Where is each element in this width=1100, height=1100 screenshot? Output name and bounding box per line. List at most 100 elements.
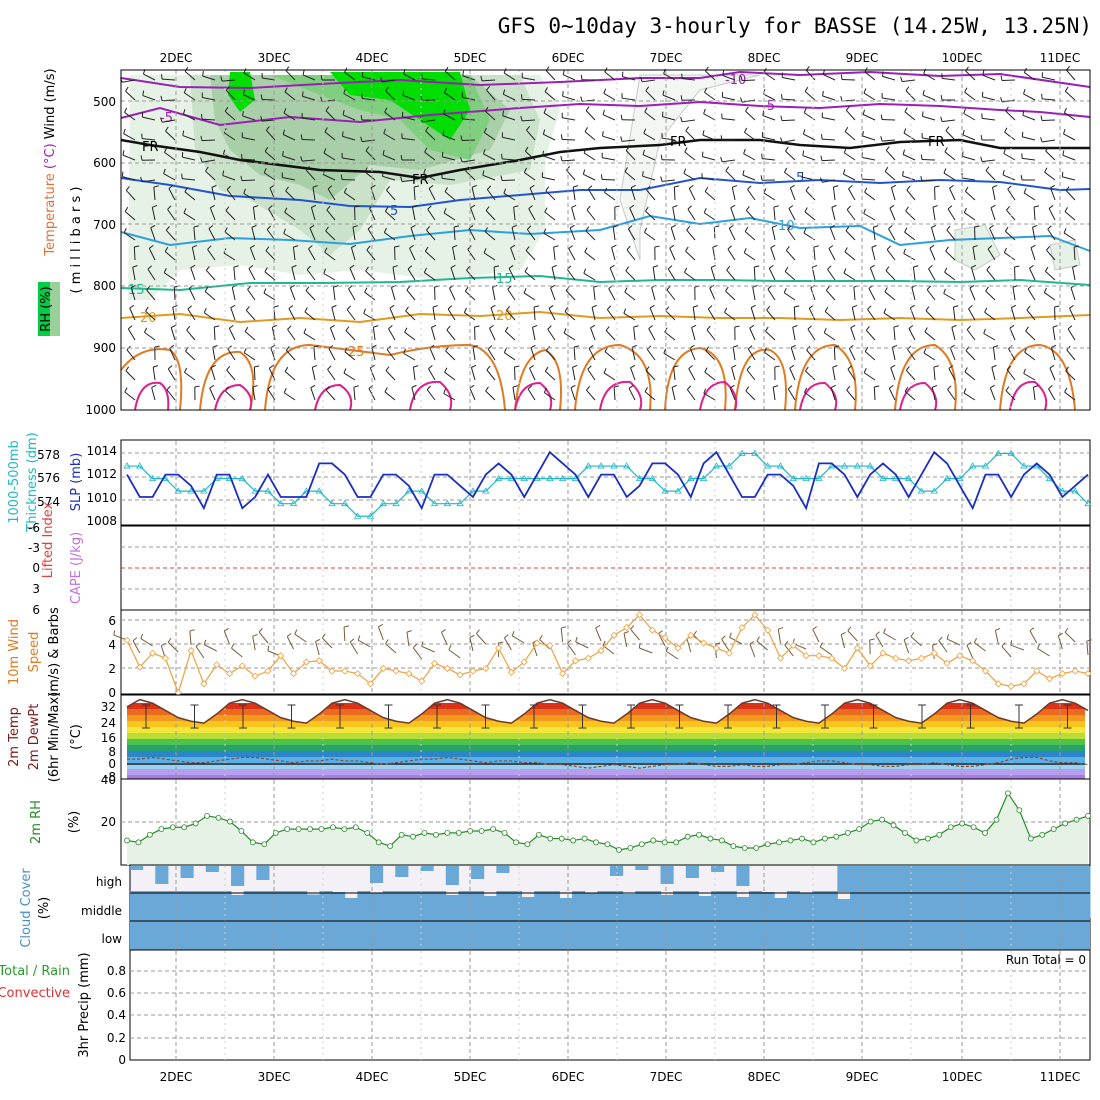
thickness-marker <box>943 474 951 482</box>
wind-barb <box>1052 325 1058 328</box>
wind-barb <box>688 368 696 381</box>
wind-barb <box>1008 348 1016 361</box>
wind-barb <box>882 139 896 142</box>
wind-barb <box>384 387 388 393</box>
wind-speed-marker <box>315 657 323 665</box>
wind-barb <box>1048 208 1056 221</box>
wind-barb <box>343 368 347 374</box>
wind-barb <box>591 304 597 308</box>
wind-barb <box>172 307 176 321</box>
wind10m-panel-frame <box>120 609 1091 695</box>
cloud-high-block <box>685 866 699 878</box>
cloud-mid-block <box>243 891 257 918</box>
wind-barb <box>282 155 296 161</box>
wind-barb <box>943 288 946 294</box>
cloud-mid-block <box>837 899 851 918</box>
wind-barb <box>285 190 296 201</box>
wind-barb <box>1033 205 1040 208</box>
wind-barb <box>326 209 336 221</box>
wind-barb <box>425 130 436 141</box>
cloud-high-block <box>900 866 914 892</box>
wind-barb <box>349 267 356 281</box>
wind-barb <box>652 267 656 281</box>
wind-barb <box>782 77 796 81</box>
thickness-marker <box>674 487 682 494</box>
wind10m-barb <box>966 645 974 659</box>
cloud-high-block <box>976 866 990 892</box>
li-tick: 3 <box>32 582 40 596</box>
wind-barb <box>572 187 576 201</box>
wind-barb <box>523 167 527 173</box>
wind10m-barb <box>167 641 179 653</box>
wind-barb <box>911 287 916 301</box>
wind-barb <box>203 307 207 313</box>
wind-barb <box>951 327 956 341</box>
wind10m-barb <box>203 639 207 645</box>
wind10m-speed-line <box>126 613 1089 695</box>
rh2m-marker <box>1085 812 1091 819</box>
wind-barb <box>348 288 356 301</box>
contour-5 <box>120 176 1091 209</box>
wind10m-barb <box>777 629 781 644</box>
wind-barb <box>991 367 996 381</box>
wind-barb <box>709 287 716 301</box>
slp-tick: 1014 <box>86 444 117 458</box>
wind-barb <box>928 268 936 281</box>
rh2m-marker <box>547 835 554 842</box>
wind-barb <box>823 332 836 341</box>
wind-barb <box>763 72 776 81</box>
wind-barb <box>543 108 547 114</box>
rh2m-marker <box>604 841 611 848</box>
wind-barb <box>785 246 790 251</box>
wind-barb <box>847 365 852 370</box>
wind-barb <box>443 208 447 214</box>
wind-barb <box>424 272 436 281</box>
rh2m-marker <box>879 816 885 823</box>
rh2m-marker <box>638 841 645 848</box>
wind-barb <box>1009 327 1016 341</box>
wind-barb <box>404 331 416 341</box>
wind-speed-marker <box>443 664 451 673</box>
wind-barb <box>400 176 403 182</box>
wind-barb <box>722 159 736 163</box>
wind-barb <box>185 350 196 361</box>
rh2m-marker <box>856 826 863 833</box>
wind-barb <box>542 176 556 181</box>
thickness-marker <box>379 499 387 507</box>
wind-barb <box>167 365 173 370</box>
temp-minmax-markers <box>142 704 1072 729</box>
wind-barb <box>526 129 536 141</box>
wind-barb <box>384 232 396 241</box>
wind-barb <box>742 174 756 181</box>
wind-barb <box>530 344 536 349</box>
label-slp: SLP (mb) <box>69 453 84 512</box>
wind-barb <box>244 331 256 341</box>
wind-barb <box>969 284 975 289</box>
wind-barb <box>502 89 506 95</box>
wind-barb <box>848 348 856 361</box>
thickness-axis: 578 576 574 <box>37 448 60 509</box>
wind-barb <box>362 76 376 81</box>
wind-barb <box>1032 224 1038 228</box>
cloud-mid-block <box>496 891 510 918</box>
rh2m-marker <box>593 839 599 846</box>
wind10m-barb <box>189 629 195 632</box>
wind-barb <box>833 346 836 361</box>
wind-barb <box>148 248 156 261</box>
wind-speed-marker <box>430 659 439 667</box>
wind-barb <box>671 387 676 401</box>
wind10m-barb <box>665 650 679 660</box>
cloud-high-block <box>988 866 1003 892</box>
wind-barb <box>783 292 796 301</box>
thickness-marker <box>123 462 131 469</box>
wind-barb <box>1063 133 1076 141</box>
wind-barb <box>1012 285 1018 288</box>
rh2m-marker <box>696 831 702 838</box>
wind-barb <box>342 109 345 116</box>
wind-barb <box>525 246 530 251</box>
wind-barb <box>969 287 976 301</box>
label-cloud-cover: Cloud Cover <box>19 868 34 948</box>
wind-barb <box>484 227 488 232</box>
wind-barb <box>703 207 707 213</box>
wind-barb <box>344 351 356 361</box>
